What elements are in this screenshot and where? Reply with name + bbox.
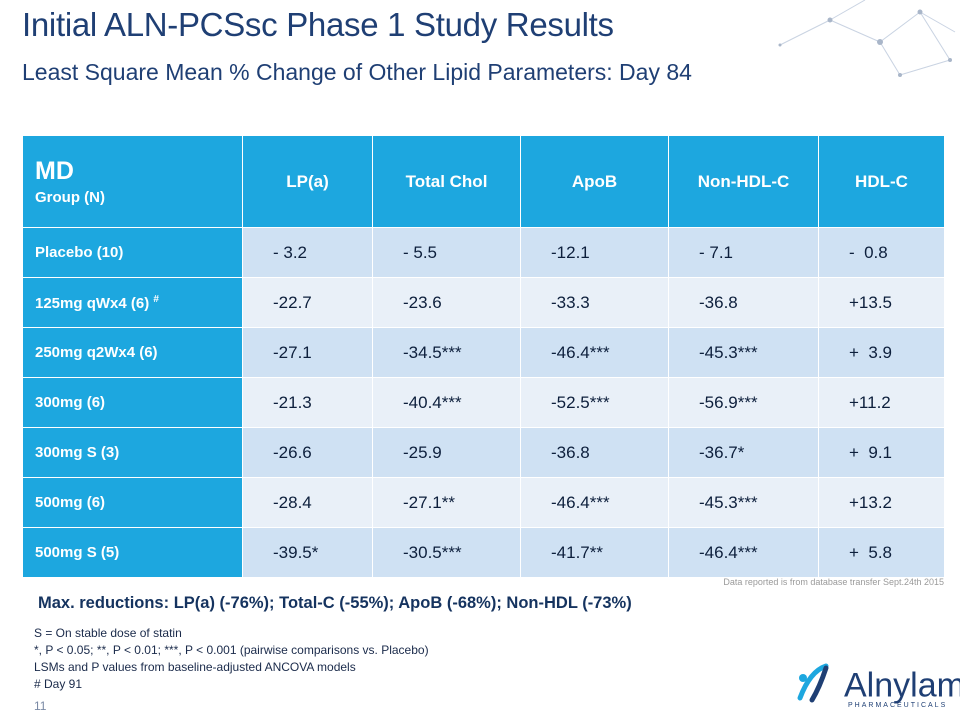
value-cell-lpa: -28.4 xyxy=(242,477,373,528)
group-label: 500mg S (5) xyxy=(35,544,120,561)
group-cell: 300mg S (3) xyxy=(22,427,243,478)
table-row: 125mg qWx4 (6) # -22.7 -23.6 -33.3 -36.8 +13.… xyxy=(22,277,945,328)
page-subtitle: Least Square Mean % Change of Other Lipi… xyxy=(22,59,692,85)
value-cell-lpa: -26.6 xyxy=(242,427,373,478)
footnote-statin: S = On stable dose of statin xyxy=(34,626,182,640)
value-cell-total-chol: -25.9 xyxy=(372,427,521,478)
group-cell: 300mg (6) xyxy=(22,377,243,428)
footnote-mark: # xyxy=(153,293,159,305)
footnotes: S = On stable dose of statin *, P < 0.05… xyxy=(34,625,429,693)
value-cell-apob: -52.5*** xyxy=(520,377,669,428)
value-cell-lpa: -21.3 xyxy=(242,377,373,428)
table-header-row: MD Group (N) LP(a) Total Chol ApoB Non-H… xyxy=(22,135,945,228)
group-label: 300mg (6) xyxy=(35,394,106,411)
alnylam-logo: Alnylam® PHARMACEUTICALS xyxy=(792,656,960,712)
value-cell-lpa: -39.5* xyxy=(242,527,373,578)
value-cell-non-hdl-c: - 7.1 xyxy=(668,227,819,278)
table-row: 250mg q2Wx4 (6) -27.1 -34.5*** -46.4*** -45.… xyxy=(22,327,945,378)
value-cell-lpa: -27.1 xyxy=(242,327,373,378)
value-cell-apob: -12.1 xyxy=(520,227,669,278)
value-cell-non-hdl-c: -46.4*** xyxy=(668,527,819,578)
value-cell-hdl-c: +11.2 xyxy=(818,377,945,428)
table-row: 500mg (6) -28.4 -27.1** -46.4*** -45.3*** +13… xyxy=(22,477,945,528)
md-label: MD xyxy=(35,157,74,185)
group-cell: 250mg q2Wx4 (6) xyxy=(22,327,243,378)
table-row: 300mg S (3) -26.6 -25.9 -36.8 -36.7* + 9.1 xyxy=(22,427,945,478)
logo-tagline: PHARMACEUTICALS xyxy=(848,702,948,709)
group-cell: Placebo (10) xyxy=(22,227,243,278)
footnote-day91: # Day 91 xyxy=(34,677,83,691)
group-label: 300mg S (3) xyxy=(35,444,120,461)
value-cell-total-chol: -34.5*** xyxy=(372,327,521,378)
value-cell-lpa: - 3.2 xyxy=(242,227,373,278)
value-cell-hdl-c: + 3.9 xyxy=(818,327,945,378)
group-cell: 500mg (6) xyxy=(22,477,243,528)
value-cell-hdl-c: +13.5 xyxy=(818,277,945,328)
value-cell-apob: -46.4*** xyxy=(520,327,669,378)
results-table: MD Group (N) LP(a) Total Chol ApoB Non-H… xyxy=(22,135,945,578)
page-title: Initial ALN-PCSsc Phase 1 Study Results xyxy=(22,6,614,43)
value-cell-apob: -33.3 xyxy=(520,277,669,328)
value-cell-non-hdl-c: -45.3*** xyxy=(668,327,819,378)
value-cell-non-hdl-c: -36.8 xyxy=(668,277,819,328)
value-cell-total-chol: -27.1** xyxy=(372,477,521,528)
group-cell: 125mg qWx4 (6) # xyxy=(22,277,243,328)
value-cell-hdl-c: +13.2 xyxy=(818,477,945,528)
value-cell-hdl-c: + 9.1 xyxy=(818,427,945,478)
group-label: Placebo (10) xyxy=(35,244,124,261)
footnote-ancova: LSMs and P values from baseline-adjusted… xyxy=(34,660,356,674)
footnote-significance: *, P < 0.05; **, P < 0.01; ***, P < 0.00… xyxy=(34,643,429,657)
table-row: 500mg S (5) -39.5* -30.5*** -41.7** -46.4***… xyxy=(22,527,945,578)
value-cell-lpa: -22.7 xyxy=(242,277,373,328)
column-header-hdl-c: HDL-C xyxy=(818,135,945,228)
table-row: 300mg (6) -21.3 -40.4*** -52.5*** -56.9*** +1… xyxy=(22,377,945,428)
column-header-total-chol: Total Chol xyxy=(372,135,521,228)
value-cell-total-chol: -30.5*** xyxy=(372,527,521,578)
alnylam-logo-mark-icon xyxy=(797,663,829,703)
group-cell: 500mg S (5) xyxy=(22,527,243,578)
group-label: 250mg q2Wx4 (6) xyxy=(35,344,158,361)
page-number: 11 xyxy=(34,699,47,713)
max-reductions: Max. reductions: LP(a) (-76%); Total-C (… xyxy=(38,594,632,612)
group-column-header: MD Group (N) xyxy=(22,135,243,228)
value-cell-non-hdl-c: -56.9*** xyxy=(668,377,819,428)
group-label: 500mg (6) xyxy=(35,494,106,511)
value-cell-total-chol: -23.6 xyxy=(372,277,521,328)
value-cell-total-chol: - 5.5 xyxy=(372,227,521,278)
column-header-lpa: LP(a) xyxy=(242,135,373,228)
network-decoration-icon xyxy=(778,0,956,77)
value-cell-hdl-c: - 0.8 xyxy=(818,227,945,278)
group-label: 125mg qWx4 (6) xyxy=(35,294,150,312)
group-n-label: Group (N) xyxy=(35,189,105,206)
value-cell-apob: -36.8 xyxy=(520,427,669,478)
value-cell-non-hdl-c: -45.3*** xyxy=(668,477,819,528)
source-note: Data reported is from database transfer … xyxy=(723,577,944,587)
column-header-apob: ApoB xyxy=(520,135,669,228)
value-cell-total-chol: -40.4*** xyxy=(372,377,521,428)
value-cell-apob: -46.4*** xyxy=(520,477,669,528)
value-cell-non-hdl-c: -36.7* xyxy=(668,427,819,478)
value-cell-hdl-c: + 5.8 xyxy=(818,527,945,578)
table-row: Placebo (10) - 3.2- 5.5 -12.1- 7.1- 0.8 xyxy=(22,227,945,278)
column-header-non-hdl-c: Non-HDL-C xyxy=(668,135,819,228)
logo-wordmark: Alnylam® xyxy=(844,666,960,705)
value-cell-apob: -41.7** xyxy=(520,527,669,578)
